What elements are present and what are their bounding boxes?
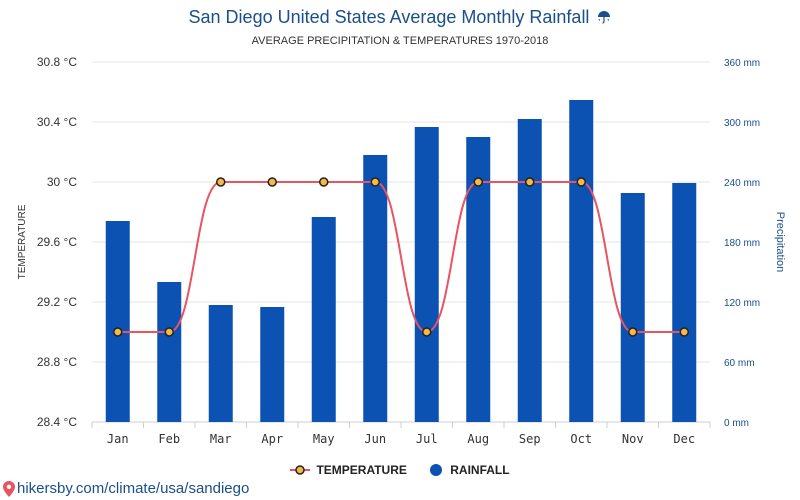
x-tick-label: Apr bbox=[261, 432, 283, 446]
y-left-tick-label: 30.4 °C bbox=[37, 115, 77, 129]
y-right-tick-label: 300 mm bbox=[724, 118, 760, 129]
source-link[interactable]: hikersby.com/climate/usa/sandiego bbox=[3, 480, 249, 497]
x-tick-label: Sep bbox=[519, 432, 541, 446]
x-tick-label: Mar bbox=[210, 432, 232, 446]
rainfall-dot-icon bbox=[430, 464, 443, 476]
y-right-tick-label: 180 mm bbox=[724, 238, 760, 249]
rainfall-bar bbox=[414, 127, 439, 422]
temperature-line bbox=[117, 181, 685, 334]
y-right-tick-label: 0 mm bbox=[724, 418, 749, 429]
location-pin-icon bbox=[3, 480, 15, 497]
rainfall-temperature-chart: 28.4 °C 28.8 °C 29.2 °C 29.6 °C 30 °C 30.4 °C… bbox=[17, 55, 786, 446]
rainfall-bar bbox=[620, 193, 645, 422]
y-left-tick-label: 30 °C bbox=[47, 175, 77, 189]
y-right-tick-label: 60 mm bbox=[724, 358, 755, 369]
y-left-tick-label: 28.4 °C bbox=[37, 415, 77, 429]
temperature-point bbox=[473, 177, 483, 187]
x-tick-label: May bbox=[313, 432, 335, 446]
legend-item-rainfall[interactable]: RAINFALL bbox=[430, 463, 510, 477]
legend-temperature-label: TEMPERATURE bbox=[316, 463, 407, 477]
y-right-tick-label: 360 mm bbox=[724, 58, 760, 69]
rainfall-bar bbox=[260, 307, 285, 422]
rainfall-bar bbox=[517, 119, 542, 422]
x-tick-label: Dec bbox=[673, 432, 695, 446]
temperature-point bbox=[628, 327, 638, 337]
temperature-point bbox=[319, 177, 329, 187]
y-right-tick-label: 120 mm bbox=[724, 298, 760, 309]
x-tick-label: Nov bbox=[622, 432, 644, 446]
y-left-tick-label: 29.2 °C bbox=[37, 295, 77, 309]
temperature-point bbox=[267, 177, 277, 187]
umbrella-icon bbox=[598, 11, 611, 24]
x-tick-label: Jan bbox=[107, 432, 129, 446]
temperature-point bbox=[525, 177, 535, 187]
temperature-point bbox=[216, 177, 226, 187]
temperature-point bbox=[422, 327, 432, 337]
source-link-text: hikersby.com/climate/usa/sandiego bbox=[17, 480, 250, 497]
temperature-point bbox=[370, 177, 380, 187]
rainfall-bar bbox=[672, 183, 697, 422]
chart-legend: TEMPERATURE RAINFALL bbox=[0, 463, 800, 479]
temperature-point bbox=[576, 177, 586, 187]
rainfall-bar bbox=[105, 221, 130, 422]
x-tick-label: Aug bbox=[467, 432, 489, 446]
chart-title: San Diego United States Average Monthly … bbox=[0, 7, 800, 28]
y-right-axis-title: Precipitation bbox=[774, 212, 786, 273]
y-right-tick-label: 240 mm bbox=[724, 178, 760, 189]
temperature-line-marker-icon bbox=[290, 465, 311, 475]
chart-subtitle: AVERAGE PRECIPITATION & TEMPERATURES 197… bbox=[251, 35, 549, 47]
y-left-axis-title: TEMPERATURE bbox=[17, 204, 28, 279]
rainfall-bar bbox=[363, 155, 388, 422]
y-left-tick-label: 30.8 °C bbox=[37, 55, 77, 69]
x-tick-label: Oct bbox=[570, 432, 592, 446]
rainfall-bar bbox=[311, 217, 336, 422]
y-left-tick-label: 28.8 °C bbox=[37, 355, 77, 369]
chart-title-text: San Diego United States Average Monthly … bbox=[188, 7, 590, 27]
x-tick-label: Jul bbox=[416, 432, 438, 446]
temperature-point bbox=[164, 327, 174, 337]
y-left-tick-label: 29.6 °C bbox=[37, 235, 77, 249]
temperature-point bbox=[679, 327, 689, 337]
legend-item-temperature[interactable]: TEMPERATURE bbox=[290, 463, 407, 477]
x-tick-label: Jun bbox=[364, 432, 386, 446]
legend-rainfall-label: RAINFALL bbox=[450, 463, 510, 477]
rainfall-bar bbox=[208, 305, 233, 422]
rainfall-bar bbox=[569, 100, 594, 422]
temperature-point bbox=[113, 327, 123, 337]
x-tick-label: Feb bbox=[158, 432, 180, 446]
rainfall-bar bbox=[157, 282, 182, 422]
